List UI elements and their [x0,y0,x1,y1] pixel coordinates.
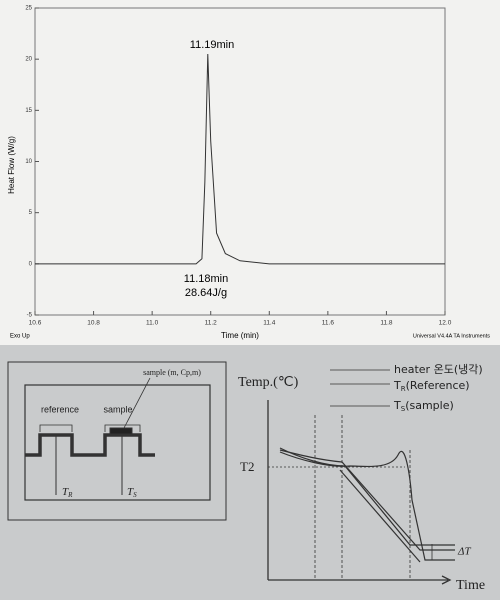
x-tick-label: 11.2 [205,320,218,327]
heater-plate [25,433,155,457]
y-tick-label: 25 [25,6,32,12]
delta-label: ΔT [457,546,471,558]
chart: Heat Flow (W/g) Time (min) 11.19min 11.1… [7,6,490,341]
x-tick-label: 11.8 [380,320,393,327]
sample-label: sample (m, Cp,m) [143,368,201,377]
y-tick-label: 10 [25,159,32,165]
left-labels: sample (m, Cp,m) reference sample TR TS [41,368,201,499]
y-tick-label: -5 [27,313,33,319]
annotation: 11.19min [190,39,234,51]
annotation: 28.64J/g [185,287,227,299]
main: T [393,379,401,392]
leader-line [123,377,151,429]
sub: R [401,385,406,393]
sample-baseline [339,469,421,563]
rest: (Reference) [406,379,470,392]
line-series [35,54,445,265]
sub: S [401,405,406,413]
brackets [39,424,141,432]
sample-curve [279,451,455,561]
footer-right: Universal V4.4A TA Instruments [413,333,490,339]
annotation: 11.18min [184,273,228,285]
x-tick-label: 11.4 [263,320,276,327]
y-tick-label: 0 [29,261,33,267]
x-tick-label: 12.0 [439,320,452,327]
chart-background [0,0,500,345]
y-tick-label: 15 [25,108,32,114]
y-tick-label: 5 [29,210,33,216]
sample-pan [109,427,133,435]
t2-label: T2 [240,459,254,474]
x-tick-label: 10.6 [29,320,42,327]
left-diagram [7,361,227,521]
x-label: Time [456,578,485,593]
legend-text: heater 온도(냉각) [394,363,483,376]
y-tick-label: 20 [25,57,32,63]
t: T [127,486,134,498]
sub: R [67,491,73,499]
x-axis-label: Time (min) [221,331,259,340]
main: heater 온도(냉각) [394,363,483,376]
footer-left: Exo Up [10,334,30,340]
legend-text: TS(sample) [393,399,454,413]
legend-text: TR(Reference) [393,379,470,393]
sub: S [133,491,137,499]
right-diagram [267,369,455,585]
rest: (sample) [405,399,454,412]
arrow [441,575,452,585]
sample-text: sample [103,404,132,414]
tr-label: TR [62,486,73,499]
chamber [24,384,211,501]
frame [7,361,227,521]
right-labels: Temp.(℃) T2 ΔT Time heater 온도(냉각) TR(Ref… [238,363,485,593]
main: T [393,399,401,412]
x-tick-label: 10.8 [87,320,100,327]
x-tick-label: 11.0 [146,320,159,327]
y-axis-label: Heat Flow (W/g) [7,136,16,194]
reference-label: reference [41,404,79,414]
ts-label: TS [127,486,137,499]
y-label: Temp.(℃) [238,375,299,390]
x-tick-label: 11.6 [322,320,335,327]
t: T [62,486,69,498]
